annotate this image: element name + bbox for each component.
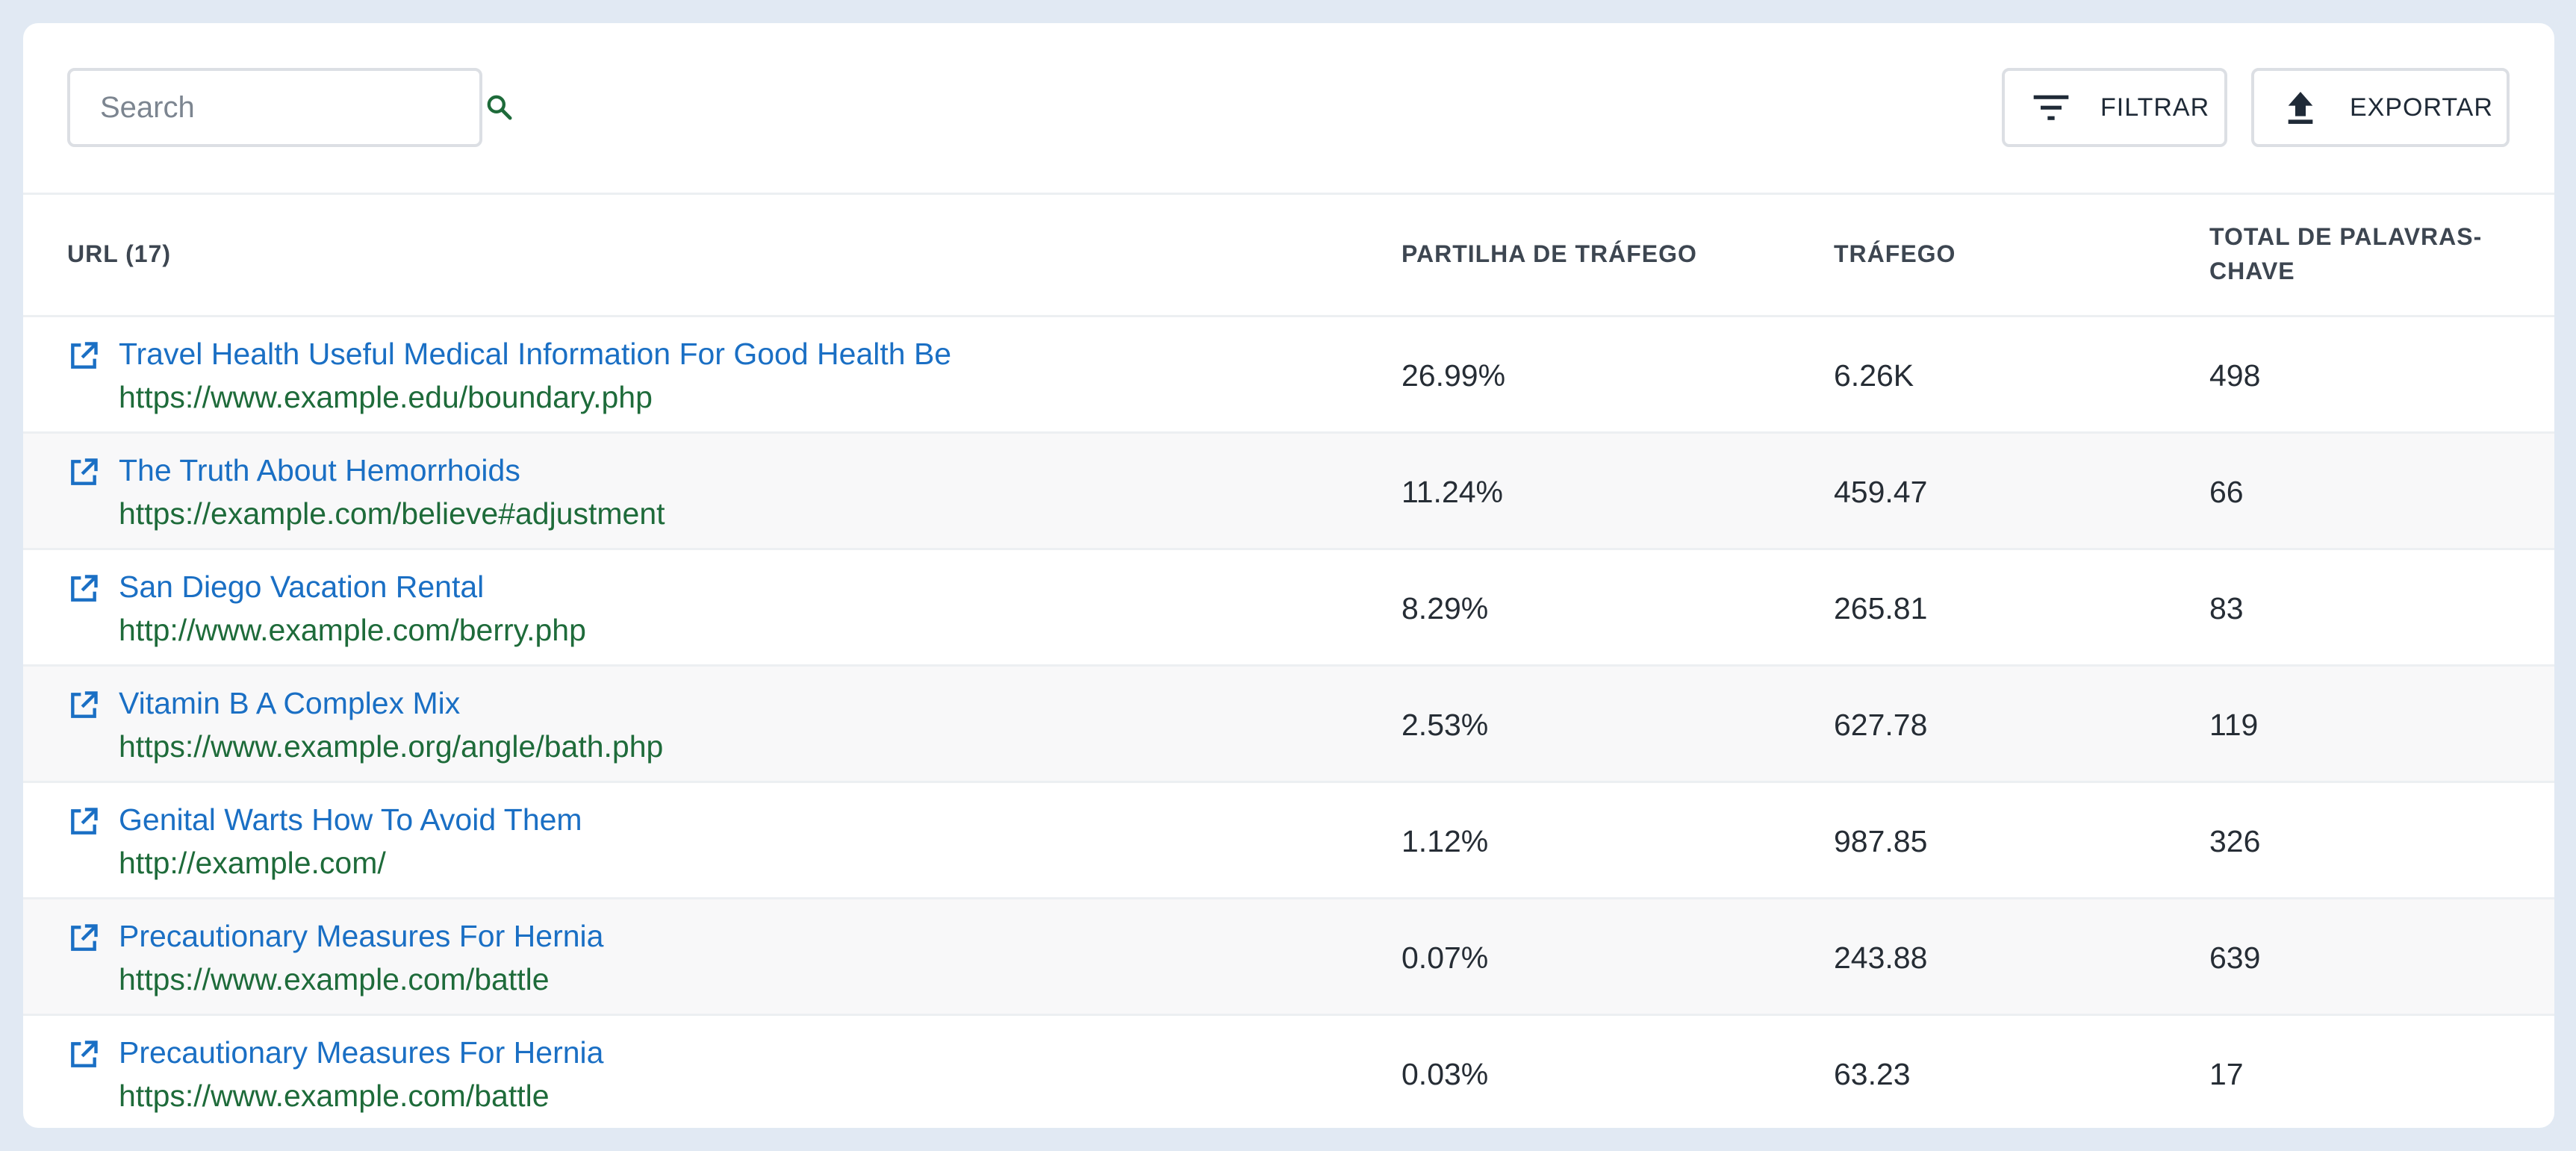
column-header-url[interactable]: URL (17) bbox=[67, 240, 171, 267]
page-url: http://www.example.com/berry.php bbox=[119, 613, 586, 647]
page-title-link[interactable]: San Diego Vacation Rental bbox=[119, 570, 485, 604]
traffic-cell: 987.85 bbox=[1834, 824, 1928, 858]
table-row: Vitamin B A Complex Mix https://www.exam… bbox=[23, 667, 2554, 783]
external-link-icon[interactable] bbox=[67, 922, 100, 955]
traffic-share-cell: 26.99% bbox=[1401, 358, 1506, 393]
total-keywords-cell: 326 bbox=[2209, 824, 2261, 858]
page-url: https://www.example.edu/boundary.php bbox=[119, 380, 653, 414]
traffic-share-cell: 0.03% bbox=[1401, 1057, 1489, 1091]
total-keywords-cell: 639 bbox=[2209, 941, 2261, 975]
search-input[interactable] bbox=[70, 71, 485, 144]
upload-icon bbox=[2278, 85, 2323, 130]
external-link-icon[interactable] bbox=[67, 689, 100, 722]
page-title-link[interactable]: Precautionary Measures For Hernia bbox=[119, 1035, 604, 1070]
table-row: Genital Warts How To Avoid Them http://e… bbox=[23, 783, 2554, 899]
filter-button-label: FILTRAR bbox=[2100, 93, 2210, 122]
traffic-share-cell: 0.07% bbox=[1401, 941, 1489, 975]
filter-icon bbox=[2029, 85, 2073, 130]
page-title-link[interactable]: Travel Health Useful Medical Information… bbox=[119, 337, 952, 371]
page-url: http://example.com/ bbox=[119, 846, 386, 880]
external-link-icon[interactable] bbox=[67, 340, 100, 372]
url-table-card: FILTRAR EXPORTAR URL (17) PARTILHA DE TR… bbox=[23, 23, 2554, 1128]
export-button-label: EXPORTAR bbox=[2350, 93, 2493, 122]
external-link-icon[interactable] bbox=[67, 805, 100, 838]
total-keywords-cell: 83 bbox=[2209, 591, 2244, 626]
search-icon[interactable] bbox=[485, 91, 514, 124]
page-url: https://www.example.org/angle/bath.php bbox=[119, 729, 664, 764]
traffic-cell: 63.23 bbox=[1834, 1057, 1911, 1091]
traffic-cell: 265.81 bbox=[1834, 591, 1928, 626]
external-link-icon[interactable] bbox=[67, 1038, 100, 1071]
page-url: https://www.example.com/battle bbox=[119, 962, 550, 996]
traffic-cell: 459.47 bbox=[1834, 475, 1928, 509]
total-keywords-cell: 66 bbox=[2209, 475, 2244, 509]
table-row: Travel Health Useful Medical Information… bbox=[23, 317, 2554, 434]
page-title-link[interactable]: Vitamin B A Complex Mix bbox=[119, 686, 461, 720]
column-header-traffic[interactable]: TRÁFEGO bbox=[1834, 240, 1956, 267]
page-url: https://www.example.com/battle bbox=[119, 1079, 550, 1113]
column-header-total-keywords[interactable]: TOTAL DE PALAVRAS-CHAVE bbox=[2209, 223, 2483, 284]
table-header: URL (17) PARTILHA DE TRÁFEGO TRÁFEGO TOT… bbox=[23, 195, 2554, 317]
total-keywords-cell: 119 bbox=[2209, 708, 2259, 742]
page-title-link[interactable]: Precautionary Measures For Hernia bbox=[119, 919, 604, 953]
external-link-icon[interactable] bbox=[67, 456, 100, 489]
traffic-cell: 243.88 bbox=[1834, 941, 1928, 975]
traffic-share-cell: 8.29% bbox=[1401, 591, 1489, 626]
total-keywords-cell: 17 bbox=[2209, 1057, 2244, 1091]
traffic-share-cell: 11.24% bbox=[1401, 475, 1504, 509]
page-url: https://example.com/believe#adjustment bbox=[119, 496, 665, 531]
table-row: Precautionary Measures For Hernia https:… bbox=[23, 1016, 2554, 1128]
table-row: The Truth About Hemorrhoids https://exam… bbox=[23, 434, 2554, 550]
toolbar: FILTRAR EXPORTAR bbox=[23, 23, 2554, 195]
traffic-share-cell: 1.12% bbox=[1401, 824, 1489, 858]
traffic-cell: 6.26K bbox=[1834, 358, 1914, 393]
table-row: Precautionary Measures For Hernia https:… bbox=[23, 899, 2554, 1016]
total-keywords-cell: 498 bbox=[2209, 358, 2261, 393]
search-box[interactable] bbox=[67, 68, 512, 147]
page-title-link[interactable]: The Truth About Hemorrhoids bbox=[119, 453, 520, 487]
filter-button[interactable]: FILTRAR bbox=[2002, 68, 2227, 147]
traffic-cell: 627.78 bbox=[1834, 708, 1928, 742]
traffic-share-cell: 2.53% bbox=[1401, 708, 1489, 742]
table-body: Travel Health Useful Medical Information… bbox=[23, 317, 2554, 1128]
page-title-link[interactable]: Genital Warts How To Avoid Them bbox=[119, 802, 582, 837]
export-button[interactable]: EXPORTAR bbox=[2251, 68, 2510, 147]
table-row: San Diego Vacation Rental http://www.exa… bbox=[23, 550, 2554, 667]
external-link-icon[interactable] bbox=[67, 573, 100, 605]
column-header-traffic-share[interactable]: PARTILHA DE TRÁFEGO bbox=[1401, 240, 1697, 267]
